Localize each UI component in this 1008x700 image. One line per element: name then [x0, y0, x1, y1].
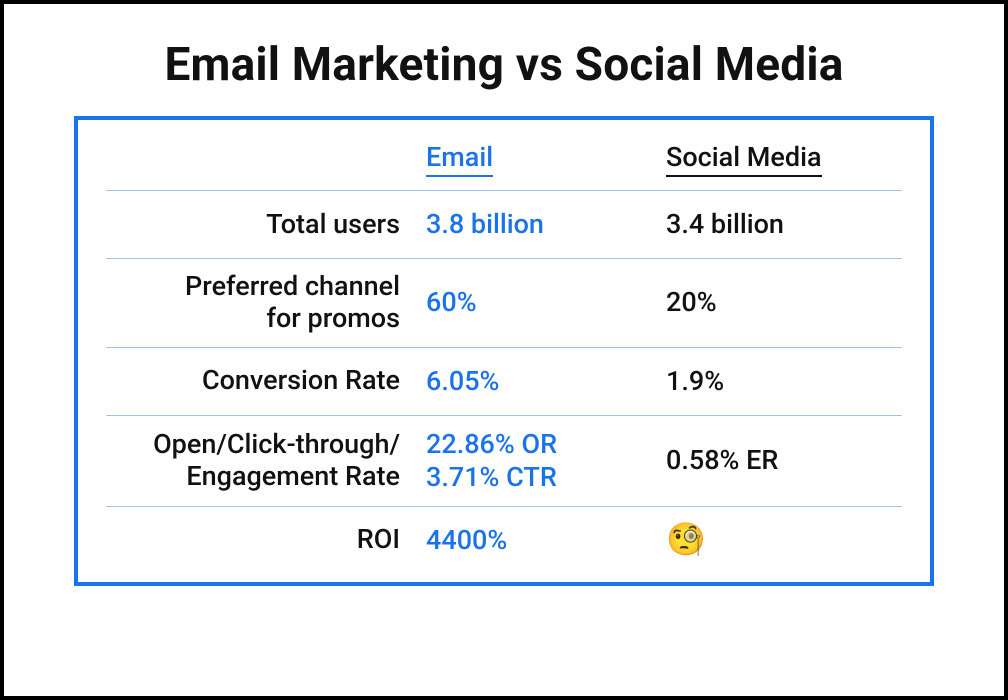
header-email-text: Email [426, 141, 493, 178]
row-email-line2: 3.71% CTR [426, 461, 652, 494]
table-row: ROI 4400% 🧐 [106, 506, 902, 574]
thinking-monocle-emoji-icon: 🧐 [666, 520, 706, 558]
row-social-value: 1.9% [666, 365, 896, 398]
row-label-line2: for promos [106, 303, 400, 335]
page-title: Email Marketing vs Social Media [52, 38, 956, 92]
row-label: Open/Click-through/ Engagement Rate [106, 429, 426, 493]
row-email-value: 4400% [426, 524, 666, 557]
row-label-line2: Engagement Rate [106, 461, 400, 493]
header-email: Email [426, 141, 666, 178]
table-row: Open/Click-through/ Engagement Rate 22.8… [106, 415, 902, 506]
table-row: Preferred channel for promos 60% 20% [106, 258, 902, 347]
row-social-value: 20% [666, 286, 896, 319]
row-email-value: 6.05% [426, 365, 666, 398]
row-email-value: 22.86% OR 3.71% CTR [426, 428, 666, 494]
row-label: Preferred channel for promos [106, 271, 426, 335]
table-row: Conversion Rate 6.05% 1.9% [106, 347, 902, 415]
row-label-line1: Preferred channel [106, 271, 400, 303]
row-social-value: 🧐 [666, 523, 896, 558]
infographic-frame: Email Marketing vs Social Media Email So… [0, 0, 1008, 700]
row-email-line1: 22.86% OR [426, 428, 652, 461]
header-social: Social Media [666, 141, 896, 178]
row-social-value: 0.58% ER [666, 444, 896, 477]
table-row: Total users 3.8 billion 3.4 billion [106, 190, 902, 258]
row-social-value: 3.4 billion [666, 208, 896, 241]
table-header-row: Email Social Media [106, 134, 902, 190]
header-social-text: Social Media [666, 141, 822, 178]
row-label: Total users [106, 209, 426, 241]
row-label: ROI [106, 524, 426, 556]
row-email-value: 3.8 billion [426, 208, 666, 241]
row-label: Conversion Rate [106, 365, 426, 397]
row-label-line1: Open/Click-through/ [106, 429, 400, 461]
row-email-value: 60% [426, 286, 666, 319]
comparison-table: Email Social Media Total users 3.8 billi… [74, 116, 934, 586]
